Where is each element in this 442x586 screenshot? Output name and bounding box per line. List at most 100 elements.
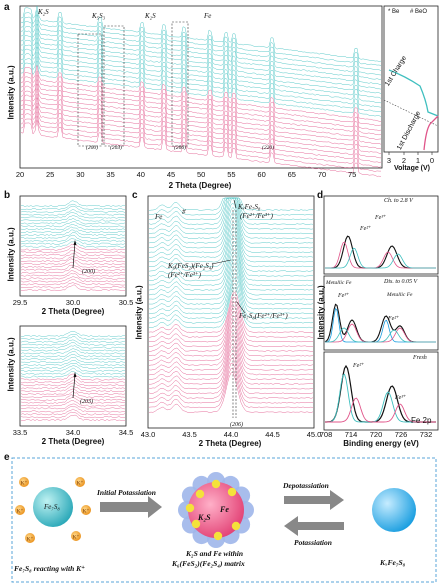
b-bot-xtick-0: 33.5 <box>12 428 28 437</box>
c-fe-label: Fe <box>155 213 163 221</box>
xrd-trace <box>20 19 382 76</box>
xrd-trace <box>20 65 382 122</box>
xrd-trace <box>20 276 126 283</box>
d-mid-fe2: Fe²⁺ <box>388 316 400 322</box>
xrd-trace <box>20 38 382 94</box>
panel-a-xtick: 40 <box>136 170 145 179</box>
c-kxfe7s8-label: KₓFe₇S₈ <box>238 203 261 211</box>
d-mid-metallic-1: Metallic Fe <box>326 280 352 286</box>
xrd-trace <box>20 116 381 172</box>
panel-c-xtick: 44.5 <box>265 430 280 439</box>
panel-c-plot <box>147 195 315 429</box>
xrd-trace <box>148 202 314 244</box>
xrd-trace <box>20 93 382 150</box>
xrd-trace <box>148 206 314 249</box>
xrd-trace <box>149 286 313 329</box>
xrd-trace <box>149 315 314 357</box>
xrd-trace <box>20 231 126 239</box>
e-arrow1-label: Initial Potassiation <box>97 488 156 497</box>
xrd-trace <box>20 261 125 268</box>
xrd-trace <box>20 5 382 62</box>
peak-label-k2s-1: K₂S <box>38 8 49 16</box>
xrd-trace <box>148 324 314 366</box>
d-top-fe2: Fe²⁺ <box>360 226 372 232</box>
xrd-trace <box>20 403 126 410</box>
xrd-trace <box>20 97 382 154</box>
panel-b-top-hkl: (200) <box>82 269 95 275</box>
panel-b-bottom-xlabel: 2 Theta (Degree) <box>41 437 105 446</box>
panel-b-label: b <box>4 190 11 201</box>
side-xlabel: Voltage (V) <box>393 165 431 172</box>
xrd-trace <box>20 359 126 366</box>
panel-a-xtick: 65 <box>287 170 296 179</box>
xrd-trace <box>21 362 126 369</box>
c-k6-label: K₆(FeS₂)(Fe₂S₄) <box>168 262 214 270</box>
xrd-trace <box>20 382 126 390</box>
d-top-title: Ch. to 2.8 V <box>384 198 413 204</box>
xrd-trace <box>20 339 126 346</box>
xrd-trace <box>20 56 382 112</box>
xrd-trace <box>148 338 314 380</box>
xrd-trace <box>20 212 126 219</box>
xrd-trace <box>148 211 314 254</box>
xrd-trace <box>148 319 314 362</box>
c-hkl: (206) <box>230 422 243 428</box>
k-ion-icon <box>75 477 85 487</box>
panel-a-xtick: 50 <box>197 170 206 179</box>
e-arrow3-label: Potassiation <box>294 538 332 547</box>
k-ion-icon <box>15 505 25 515</box>
xrd-trace <box>20 348 126 355</box>
k2s-particle <box>227 487 237 497</box>
xrd-trace <box>20 10 382 66</box>
k-ion-icon <box>71 531 81 541</box>
d-top-fe3: Fe³⁺ <box>375 215 387 221</box>
panel-d-xtick: 714 <box>344 430 358 439</box>
xrd-trace <box>20 333 126 340</box>
d-mid-title: Dis. to 0.05 V <box>384 279 418 285</box>
xrd-trace <box>20 221 125 228</box>
xrd-trace <box>20 356 126 364</box>
xrd-trace <box>148 292 314 333</box>
xrd-trace <box>20 52 382 108</box>
b-top-xtick-2: 30.5 <box>118 298 134 307</box>
xrd-trace <box>20 371 126 378</box>
xrd-trace <box>20 46 382 104</box>
panel-e-label: e <box>4 452 10 463</box>
panel-a-xtick: 30 <box>76 170 85 179</box>
xrd-trace <box>148 221 313 263</box>
xps-curve <box>325 397 436 423</box>
xrd-trace <box>148 372 314 413</box>
xrd-trace <box>20 330 126 337</box>
e-mid-caption-2: K₆(FeS₂)(Fe₂S₄) matrix <box>172 559 245 568</box>
k-ion-icon <box>19 477 29 487</box>
k2s-particle <box>213 531 223 541</box>
xrd-trace <box>148 296 314 338</box>
hkl-200: (200) <box>86 145 98 151</box>
b-top-xtick-1: 30.0 <box>65 298 81 307</box>
xrd-trace <box>148 197 314 221</box>
xrd-trace <box>20 83 382 140</box>
panel-a-xtick: 25 <box>46 170 55 179</box>
k-ion-label: K⁺ <box>83 508 90 515</box>
e-arrow2-label: Depotassiation <box>283 481 329 490</box>
panel-a-xlabel: 2 Theta (Degree) <box>168 181 232 190</box>
xps-curve <box>325 327 436 343</box>
xrd-trace <box>20 249 125 257</box>
xrd-trace <box>20 253 126 260</box>
e-left-caption: Fe₇S₈ reacting with K⁺ <box>14 564 86 573</box>
xrd-trace <box>148 259 314 301</box>
xrd-trace <box>20 203 126 210</box>
k2s-particle <box>231 521 241 531</box>
xrd-trace <box>20 215 126 222</box>
hkl-220: (220) <box>262 145 274 151</box>
xrd-trace <box>20 70 382 126</box>
k2s-particle <box>195 489 205 499</box>
xrd-trace <box>20 226 126 234</box>
hkl-203: (203) <box>110 145 122 151</box>
panel-a-xtick: 75 <box>348 170 357 179</box>
panel-c-xtick: 45.0 <box>306 430 322 439</box>
panel-d-plot <box>323 195 439 431</box>
panel-b-top-xlabel: 2 Theta (Degree) <box>41 307 105 316</box>
panel-a-label: a <box>4 2 10 13</box>
panel-c-xlabel: 2 Theta (Degree) <box>198 439 262 448</box>
